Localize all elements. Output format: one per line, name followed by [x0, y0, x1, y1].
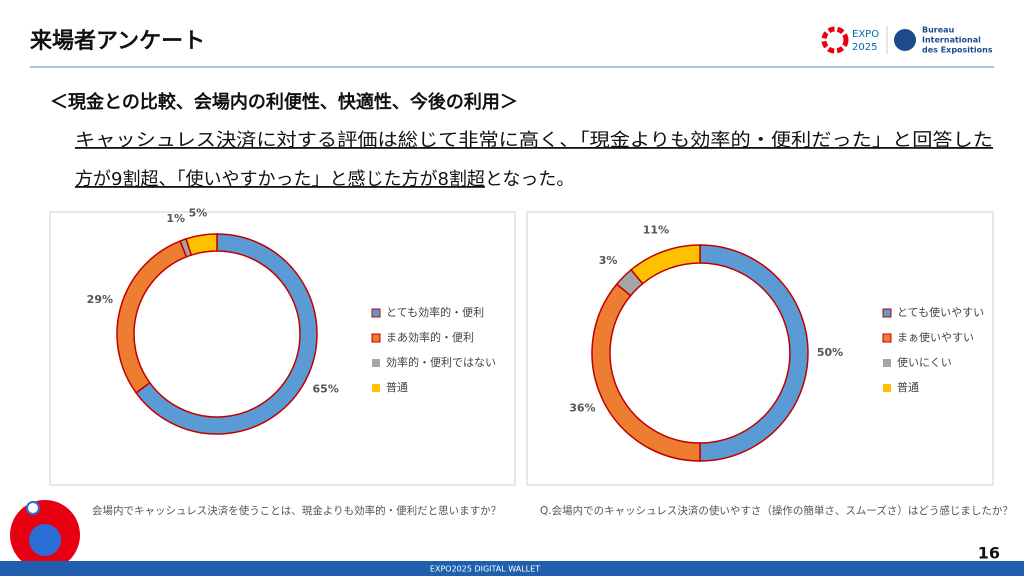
summary-line: キャッシュレス決済に対する評価は総じて非常に高く、「現金よりも効率的・便利だった… [75, 130, 993, 151]
legend-swatch [371, 308, 381, 318]
legend-swatch [883, 359, 891, 367]
legend-label: 使いにくい [897, 356, 952, 369]
legend-swatch [883, 384, 891, 392]
footer-bar [0, 561, 1024, 576]
data-label: 29% [87, 293, 113, 306]
section-title: ＜現金との比較、会場内の利便性、快適性、今後の利用＞ [50, 91, 518, 113]
logo-bie: Bureau [922, 26, 955, 35]
legend-swatch [372, 384, 380, 392]
slide-title: 来場者アンケート [29, 29, 205, 54]
donut-segment [185, 233, 218, 257]
legend-label: 普通 [897, 380, 919, 394]
legend-label: とても効率的・便利 [386, 305, 484, 319]
legend-label: 普通 [386, 380, 408, 394]
legend-label: 効率的・便利ではない [386, 355, 496, 369]
legend-label: まあ効率的・便利 [386, 330, 474, 344]
data-label: 36% [569, 401, 595, 414]
data-label: 3% [599, 254, 618, 267]
donut-segment [630, 244, 701, 285]
legend-swatch [371, 333, 381, 343]
data-label: 1% [166, 212, 185, 225]
logo-expo: EXPO [852, 29, 879, 40]
data-label: 5% [189, 207, 208, 220]
donut-segment [135, 233, 318, 435]
data-label: 65% [313, 382, 339, 395]
chart-caption: Q.会場内でのキャッシュレス決済の使いやすさ（操作の簡単さ、スムーズさ）はどう感… [540, 504, 1013, 517]
summary-rest: となった。 [485, 169, 574, 190]
legend-label: まぁ使いやすい [897, 331, 974, 344]
summary-line: 方が9割超、「使いやすかった」と感じた方が8割超となった。 [75, 169, 574, 190]
chart-caption: 会場内でキャッシュレス決済を使うことは、現金よりも効率的・便利だと思いますか？ [92, 504, 501, 517]
footer-text: EXPO2025 DIGITAL WALLET [430, 565, 540, 574]
data-label: 50% [817, 346, 843, 359]
legend-swatch [882, 308, 892, 318]
logo-bie: des Expositions [922, 46, 993, 55]
legend-swatch [372, 359, 380, 367]
logo-bie: International [922, 36, 981, 45]
data-label: 11% [643, 224, 669, 237]
mascot [10, 500, 80, 570]
legend-swatch [882, 333, 892, 343]
logo-year: 2025 [852, 42, 877, 53]
expo-logo: EXPO 2025 Bureau International des Expos… [821, 26, 993, 55]
page-number: 16 [978, 544, 1000, 563]
legend-label: とても使いやすい [897, 306, 984, 319]
summary-underlined: 方が9割超、「使いやすかった」と感じた方が8割超 [75, 169, 485, 190]
